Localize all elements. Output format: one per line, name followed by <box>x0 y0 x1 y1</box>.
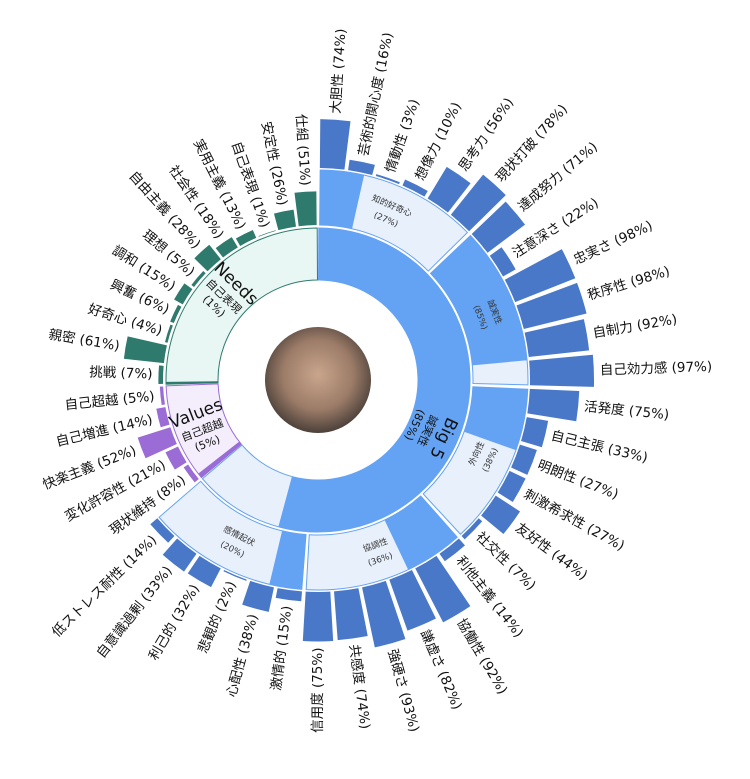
facet-label: 自制力 (92%) <box>592 312 679 342</box>
trait-score <box>384 496 458 570</box>
facet-bar <box>334 588 368 641</box>
facet-label: 低ストレス耐性 (14%) <box>49 532 160 640</box>
facet-bar <box>223 570 247 581</box>
facet-label: 秩序性 (98%) <box>586 263 672 304</box>
facet-bar <box>294 191 317 227</box>
facet-bar <box>402 179 428 197</box>
facet-label: 挑戦 (7%) <box>89 364 153 382</box>
facet-bar <box>516 282 587 330</box>
profile-photo <box>265 327 371 433</box>
group-score <box>198 441 242 478</box>
facet-bar <box>215 237 238 258</box>
facet-bar <box>191 270 206 287</box>
facet-bar <box>319 119 351 170</box>
facet-label: 共感度 (74%) <box>346 643 374 730</box>
facet-bar <box>415 555 471 623</box>
facet-label: 親密 (61%) <box>47 326 121 355</box>
facet-bar <box>302 591 334 642</box>
facet-bar <box>123 336 167 364</box>
facet-label: 激情的 (15%) <box>268 605 295 692</box>
facet-bar <box>489 247 516 277</box>
group-ring <box>165 227 318 385</box>
facet-label: 謙虚さ (82%) <box>417 627 465 712</box>
facet-bar <box>187 555 221 588</box>
facet-bar <box>242 580 274 612</box>
trait-score <box>430 235 528 366</box>
facet-label: 情動性 (3%) <box>383 97 423 175</box>
facet-label: 協働性 (92%) <box>453 616 510 698</box>
facet-label: 自己効力感 (97%) <box>600 358 713 379</box>
facet-label: 強硬さ (93%) <box>384 647 422 734</box>
facet-label: 芸術的関心度 (16%) <box>356 31 397 158</box>
group-score <box>278 228 470 533</box>
trait-score <box>464 386 528 451</box>
facet-bar <box>164 324 173 343</box>
facet-label: 信用度 (75%) <box>310 648 326 733</box>
trait-ring <box>158 480 307 590</box>
facet-label: 心配性 (38%) <box>224 612 262 699</box>
facet-bar <box>362 580 406 648</box>
facet-bar <box>471 201 526 253</box>
facet-bar <box>511 444 537 475</box>
facet-bar <box>521 417 549 448</box>
facet-bar <box>235 229 257 246</box>
facet-label: 想像力 (10%) <box>412 100 465 183</box>
facet-bar <box>194 244 221 272</box>
group-score <box>166 381 219 385</box>
facet-bar <box>273 209 297 231</box>
facet-bar <box>504 249 576 303</box>
facet-bar <box>183 464 199 483</box>
facet-label: 自己主張 (33%) <box>549 428 649 466</box>
facet-bar <box>439 538 465 562</box>
facet-bar <box>529 354 595 387</box>
facet-bar <box>275 588 302 602</box>
facet-bar <box>524 319 590 357</box>
facet-bar <box>156 407 170 428</box>
facet-bar <box>481 495 521 535</box>
facet-label: 仕組 (51%) <box>292 114 313 187</box>
facet-label: 忠実さ (98%) <box>571 218 655 268</box>
facet-bar <box>348 159 375 176</box>
facet-label: 大胆性 (74%) <box>328 28 350 114</box>
facet-bar <box>159 386 165 405</box>
facet-bar <box>375 174 400 185</box>
facet-bar <box>158 365 164 384</box>
facet-label: 自己増進 (14%) <box>54 412 154 450</box>
trait-score <box>269 530 307 590</box>
group-ring <box>165 383 243 479</box>
facet-bar <box>389 570 436 631</box>
facet-bar <box>137 427 177 459</box>
facet-bar <box>527 388 580 422</box>
facet-bar <box>165 446 187 470</box>
facet-bar <box>497 470 526 502</box>
facet-bar <box>150 518 175 543</box>
facet-bar <box>174 283 193 305</box>
facet-bar <box>162 538 197 572</box>
facet-bar <box>170 304 182 324</box>
facet-bar <box>461 518 483 540</box>
facet-label: 自己超越 (5%) <box>64 388 155 413</box>
facet-bar <box>258 230 276 237</box>
trait-score <box>319 170 365 229</box>
facet-label: 活発度 (75%) <box>583 399 670 423</box>
facet-bar <box>450 174 506 232</box>
facet-bar <box>427 166 471 213</box>
